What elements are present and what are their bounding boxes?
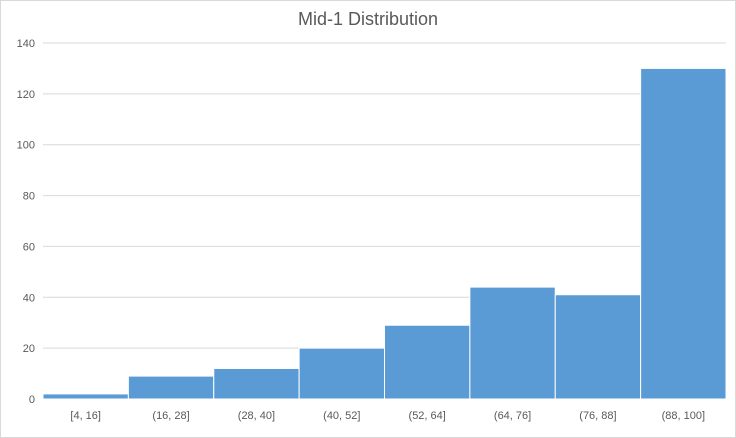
y-tick-label: 140: [17, 38, 35, 50]
bar-7: [640, 67, 727, 400]
y-tick-label: 120: [17, 89, 35, 101]
y-tick-label: 20: [23, 343, 35, 355]
y-tick-label: 60: [23, 241, 35, 253]
y-tick-label: 0: [29, 394, 35, 406]
bar-2: [213, 367, 300, 400]
bars: [42, 67, 727, 400]
bar-6: [554, 294, 642, 400]
bar-5: [469, 286, 556, 400]
bar-4: [384, 324, 471, 400]
y-axis-ticks: 0 20 40 60 80 100 120 140: [17, 38, 35, 406]
y-tick-label: 40: [23, 292, 35, 304]
y-tick-label: 80: [23, 191, 35, 203]
x-tick-label: (28, 40]: [238, 410, 275, 422]
bar-0: [42, 393, 129, 400]
x-tick-label: (52, 64]: [409, 410, 446, 422]
y-tick-label: 100: [17, 140, 35, 152]
x-axis-ticks: [4, 16] (16, 28] (28, 40] (40, 52] (52, 64] (…: [70, 410, 705, 422]
x-tick-label: [4, 16]: [70, 410, 101, 422]
x-tick-label: (40, 52]: [323, 410, 360, 422]
bar-3: [298, 347, 385, 400]
x-tick-label: (16, 28]: [152, 410, 189, 422]
chart-title: Mid-1 Distribution: [297, 9, 439, 29]
bar-1: [127, 375, 215, 400]
x-tick-label: (76, 88]: [579, 410, 616, 422]
x-tick-label: (64, 76]: [494, 410, 531, 422]
x-tick-label: (88, 100]: [662, 410, 705, 422]
